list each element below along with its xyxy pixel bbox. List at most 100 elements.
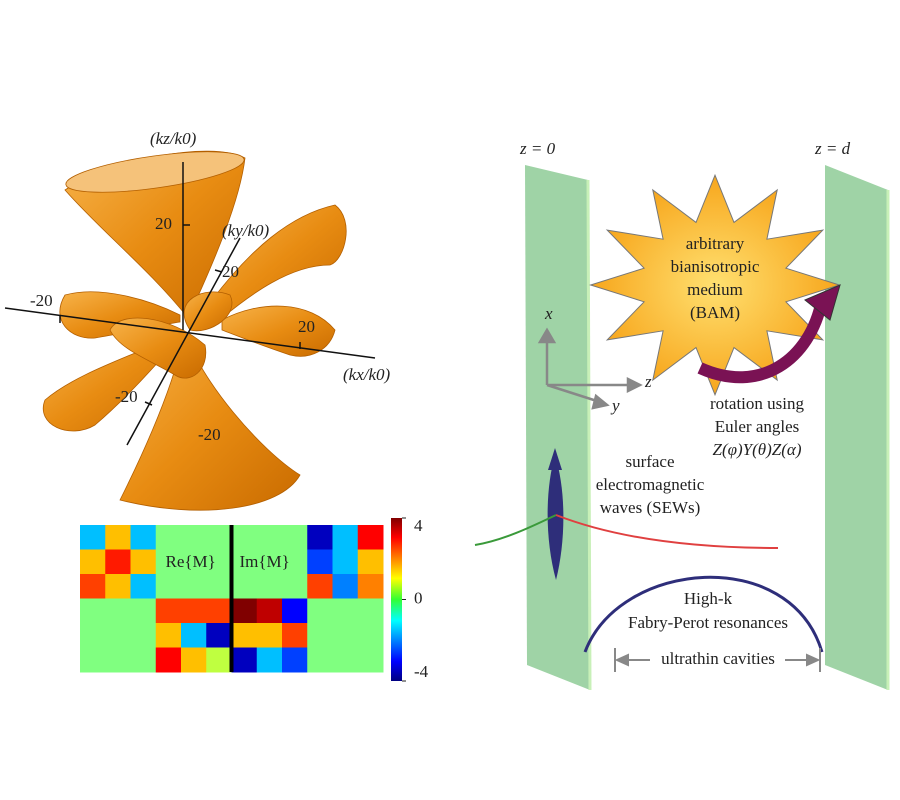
heat-cell — [256, 574, 283, 599]
heat-cell — [155, 549, 182, 575]
heat-cell — [307, 525, 333, 550]
heat-cell — [206, 574, 232, 599]
heat-cell — [256, 623, 283, 648]
heat-cell — [256, 598, 283, 624]
sew-text: electromagnetic — [596, 475, 705, 494]
heat-cell — [231, 623, 258, 648]
colorbar — [391, 518, 402, 681]
plate-label: z = 0 — [519, 139, 556, 158]
heat-cell — [105, 647, 131, 673]
coord-axes — [537, 327, 643, 410]
heat-cell — [256, 549, 283, 575]
axis-label: (kx/k0) — [343, 365, 391, 384]
heat-cell — [307, 647, 333, 673]
heat-cell — [80, 623, 106, 648]
heat-cell — [105, 525, 131, 550]
cavity-dimension — [614, 648, 821, 672]
heat-cell — [206, 598, 232, 624]
heat-cell — [80, 574, 106, 599]
heat-cell — [181, 647, 207, 673]
heat-cell — [231, 525, 258, 550]
bam-text: medium — [687, 280, 743, 299]
heat-cell — [332, 525, 359, 550]
colorbar-label: 4 — [414, 516, 423, 535]
tick-label: -20 — [30, 291, 53, 310]
bam-star — [588, 173, 842, 397]
heat-cell — [357, 598, 384, 624]
axis-label: (ky/k0) — [222, 221, 270, 240]
spindle-tip — [548, 448, 562, 470]
heat-cell — [181, 549, 207, 575]
tick-label: 20 — [155, 214, 172, 233]
heat-cell — [105, 598, 131, 624]
heat-cell — [181, 574, 207, 599]
heat-cell — [231, 598, 258, 624]
heat-cell — [357, 647, 384, 673]
resonance-text: Fabry-Perot resonances — [628, 613, 788, 632]
bam-text: bianisotropic — [671, 257, 760, 276]
heat-cell — [155, 623, 182, 648]
resonance-arc — [583, 575, 824, 653]
heat-cell — [105, 574, 131, 599]
heat-cell — [231, 574, 258, 599]
bam-text: (BAM) — [690, 303, 740, 322]
plates — [525, 165, 890, 691]
heat-cell — [332, 647, 359, 673]
heat-cell — [332, 598, 359, 624]
heat-cell — [105, 549, 131, 575]
heat-cell — [282, 574, 308, 599]
heatmap: Re{M} Im{M} 4 0 -4 — [80, 516, 429, 682]
heat-cell — [282, 647, 308, 673]
rotation-arrow — [697, 298, 828, 384]
heat-cell — [282, 525, 308, 550]
heat-cell — [357, 525, 384, 550]
heat-cell — [80, 647, 106, 673]
rotation-text: rotation using — [710, 394, 804, 413]
heat-cell — [357, 549, 384, 575]
heat-cell — [206, 525, 232, 550]
tick-label: 20 — [222, 262, 239, 281]
heat-cell — [130, 647, 157, 673]
heat-cell — [332, 549, 359, 575]
axis-letter: x — [544, 304, 553, 323]
heat-cell — [282, 549, 308, 575]
colorbar-label: -4 — [414, 662, 429, 681]
field-spindle — [547, 455, 564, 580]
axis-letter: y — [610, 396, 620, 415]
heat-cell — [181, 598, 207, 624]
tick-label: -20 — [198, 425, 221, 444]
sew-decay — [555, 514, 779, 549]
bam-text: arbitrary — [686, 234, 745, 253]
heat-cell — [307, 623, 333, 648]
matrix-label: Re{M} — [166, 552, 216, 571]
heat-cell — [282, 598, 308, 624]
divider — [229, 525, 234, 672]
arrow-head — [804, 284, 841, 321]
heat-cell — [130, 623, 157, 648]
heat-cell — [155, 574, 182, 599]
resonance-text: High-k — [684, 589, 733, 608]
heat-cell — [357, 623, 384, 648]
heat-cell — [181, 525, 207, 550]
heat-cell — [231, 647, 258, 673]
heat-cell — [307, 549, 333, 575]
heat-cell — [80, 549, 106, 575]
heat-cell — [130, 549, 157, 575]
heat-cell — [105, 623, 131, 648]
k-axes — [4, 162, 376, 446]
k-surface — [42, 150, 347, 511]
heat-cell — [130, 574, 157, 599]
sew-decay — [474, 514, 557, 546]
tick-label: -20 — [115, 387, 138, 406]
plate-label: z = d — [814, 139, 851, 158]
heat-cell — [282, 623, 308, 648]
heat-cell — [130, 525, 157, 550]
heat-cell — [256, 647, 283, 673]
heat-cell — [80, 525, 106, 550]
heat-cell — [256, 525, 283, 550]
heat-cell — [130, 598, 157, 624]
tick-label: 20 — [298, 317, 315, 336]
heat-cell — [206, 549, 232, 575]
heat-cell — [332, 623, 359, 648]
